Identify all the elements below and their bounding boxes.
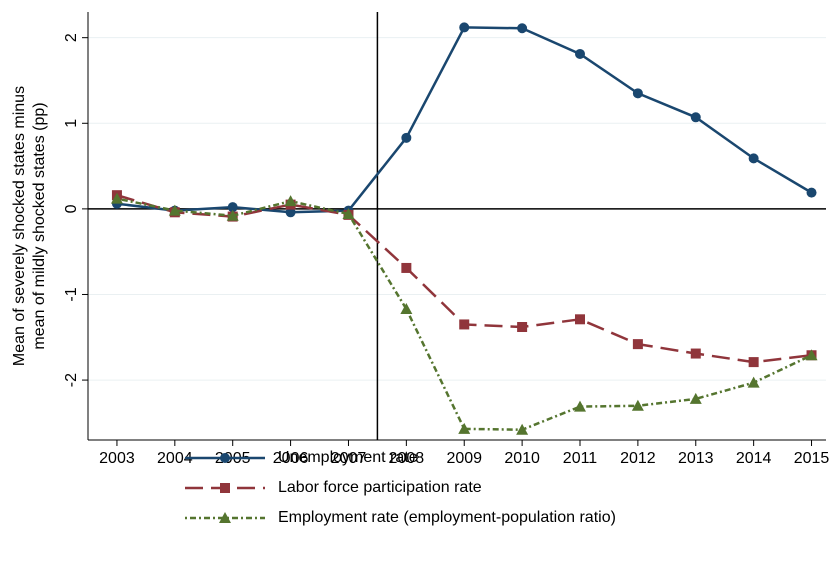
x-tick-label: 2015 xyxy=(794,450,830,467)
marker xyxy=(226,209,239,221)
marker xyxy=(632,339,643,350)
series-line xyxy=(116,26,813,214)
x-tick-label: 2006 xyxy=(273,450,309,467)
marker xyxy=(690,348,701,359)
x-tick-label: 2011 xyxy=(563,450,598,467)
marker xyxy=(747,376,760,388)
marker xyxy=(458,422,471,434)
legend-label: Employment rate (employment-population r… xyxy=(278,509,616,526)
marker xyxy=(575,314,585,325)
x-tick-label: 2007 xyxy=(331,450,367,467)
marker xyxy=(689,392,702,404)
marker xyxy=(459,319,470,330)
marker xyxy=(285,207,296,218)
legend-label: Labor force participation rate xyxy=(278,479,482,496)
y-tick-label: 0 xyxy=(63,204,80,213)
x-tick-label: 2013 xyxy=(678,450,714,467)
marker xyxy=(110,192,123,204)
marker xyxy=(748,153,759,164)
x-tick-label: 2014 xyxy=(736,450,772,467)
x-tick-label: 2008 xyxy=(389,450,425,467)
y-tick-label: 1 xyxy=(63,119,80,128)
legend-label: Unemployment rate xyxy=(278,449,418,466)
marker xyxy=(690,112,701,123)
marker xyxy=(574,400,586,412)
x-tick-label: 2003 xyxy=(99,450,135,467)
marker xyxy=(400,303,413,315)
y-tick-label: 2 xyxy=(63,33,80,42)
series-line xyxy=(116,197,813,431)
x-tick-label: 2012 xyxy=(620,450,656,467)
marker xyxy=(632,88,643,99)
marker xyxy=(806,187,817,198)
marker xyxy=(342,208,355,220)
marker xyxy=(517,23,528,34)
marker xyxy=(168,204,181,216)
y-tick-label: -2 xyxy=(63,373,80,387)
marker xyxy=(748,357,759,368)
legend-marker xyxy=(219,512,231,523)
marker xyxy=(575,48,585,59)
marker xyxy=(284,195,297,207)
x-tick-label: 2009 xyxy=(446,450,482,467)
marker xyxy=(227,202,238,213)
series-line xyxy=(116,193,812,364)
marker xyxy=(401,262,412,273)
marker xyxy=(517,322,528,333)
x-tick-label: 2004 xyxy=(157,450,193,467)
marker xyxy=(516,423,529,435)
marker xyxy=(401,132,412,143)
y-axis-label: Mean of severely shocked states minus xyxy=(11,86,28,366)
legend-marker xyxy=(220,483,230,493)
y-axis-label: mean of mildly shocked states (pp) xyxy=(31,102,48,349)
marker xyxy=(805,349,818,361)
legend-marker xyxy=(220,453,230,463)
marker xyxy=(631,399,644,411)
y-tick-label: -1 xyxy=(63,287,80,301)
x-tick-label: 2010 xyxy=(504,450,540,467)
marker xyxy=(459,22,470,33)
